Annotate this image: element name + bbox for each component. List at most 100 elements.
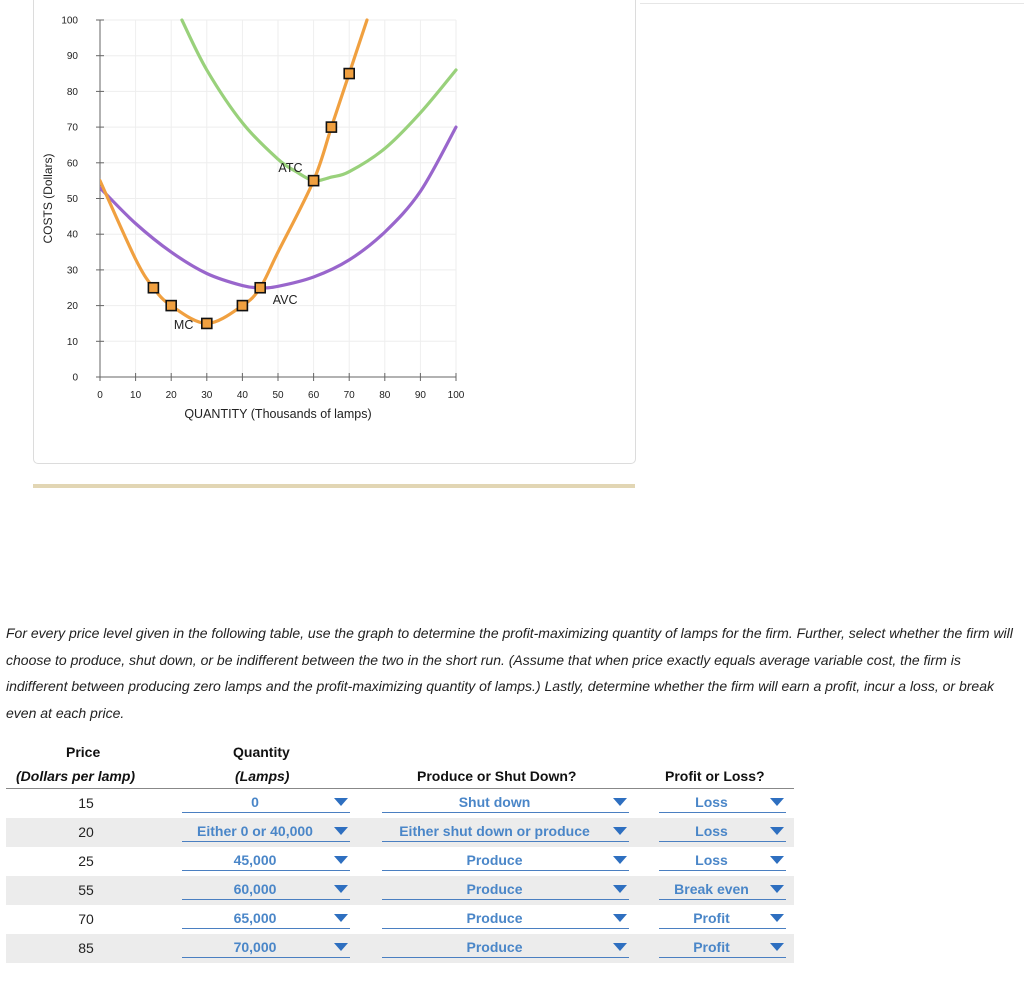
mc-point-marker[interactable] — [307, 174, 320, 187]
quantity-dropdown-value: 65,000 — [233, 910, 277, 926]
caret-down-icon[interactable] — [334, 885, 348, 893]
produce-dropdown[interactable]: Either shut down or produce — [382, 822, 629, 842]
caret-down-icon[interactable] — [770, 914, 784, 922]
caret-down-icon[interactable] — [334, 914, 348, 922]
x-tick-label: 90 — [415, 390, 427, 401]
price-cell: 15 — [78, 795, 94, 811]
quantity-header: Quantity — [233, 744, 290, 760]
x-tick-label: 0 — [97, 390, 103, 401]
profit-dropdown[interactable]: Profit — [659, 938, 786, 958]
produce-dropdown-value: Either shut down or produce — [399, 823, 590, 839]
price-cell: 85 — [78, 940, 94, 956]
caret-down-icon[interactable] — [613, 914, 627, 922]
y-tick-label: 20 — [67, 301, 79, 312]
produce-dropdown-value: Produce — [466, 881, 523, 897]
profit-dropdown[interactable]: Profit — [659, 909, 786, 929]
profit-dropdown[interactable]: Loss — [659, 851, 786, 871]
header-rule — [6, 788, 794, 789]
y-tick-label: 10 — [67, 337, 79, 348]
produce-dropdown[interactable]: Shut down — [382, 793, 629, 813]
profit-header: Profit or Loss? — [665, 768, 765, 784]
y-tick-label: 50 — [67, 194, 79, 205]
caret-down-icon[interactable] — [770, 798, 784, 806]
quantity-dropdown-value: 45,000 — [233, 852, 277, 868]
table-row: 25 45,000 Produce Loss — [6, 847, 794, 876]
caret-down-icon[interactable] — [613, 827, 627, 835]
caret-down-icon[interactable] — [770, 943, 784, 951]
produce-dropdown-value: Produce — [466, 939, 523, 955]
quantity-dropdown[interactable]: 45,000 — [182, 851, 350, 871]
caret-down-icon[interactable] — [334, 856, 348, 864]
y-tick-label: 90 — [67, 51, 79, 62]
quantity-dropdown[interactable]: Either 0 or 40,000 — [182, 822, 350, 842]
table-row: 70 65,000 Produce Profit — [6, 905, 794, 934]
y-tick-label: 0 — [72, 373, 78, 384]
x-tick-label: 60 — [308, 390, 320, 401]
atc-curve — [180, 18, 458, 183]
curve-label-mc: MC — [174, 318, 193, 332]
caret-down-icon[interactable] — [613, 856, 627, 864]
table-row: 20 Either 0 or 40,000 Either shut down or … — [6, 818, 794, 847]
quantity-dropdown[interactable]: 60,000 — [182, 880, 350, 900]
produce-dropdown-value: Produce — [466, 852, 523, 868]
produce-dropdown[interactable]: Produce — [382, 938, 629, 958]
mc-point-marker[interactable] — [165, 299, 177, 312]
profit-dropdown-value: Profit — [693, 939, 730, 955]
quantity-dropdown[interactable]: 70,000 — [182, 938, 350, 958]
x-tick-label: 10 — [130, 390, 142, 401]
quantity-dropdown-value: 0 — [251, 794, 259, 810]
top-rule — [640, 3, 1024, 4]
y-axis-label: COSTS (Dollars) — [41, 153, 55, 243]
caret-down-icon[interactable] — [613, 943, 627, 951]
price-header: Price — [66, 744, 101, 760]
graph-panel: 0 10 20 30 40 50 60 70 80 90 100 0 10 20 30 40 50 60 70 80 9… — [33, 0, 636, 464]
x-tick-label: 30 — [201, 390, 213, 401]
mc-point-marker[interactable] — [201, 317, 213, 330]
markers — [147, 67, 356, 330]
curve-label-avc: AVC — [273, 293, 298, 307]
profit-dropdown-value: Loss — [695, 852, 728, 868]
x-tick-label: 80 — [379, 390, 391, 401]
y-tick-label: 70 — [67, 123, 79, 134]
profit-dropdown[interactable]: Loss — [659, 822, 786, 842]
mc-point-marker[interactable] — [343, 67, 356, 80]
produce-dropdown[interactable]: Produce — [382, 909, 629, 929]
caret-down-icon[interactable] — [334, 798, 348, 806]
section-divider — [33, 484, 635, 488]
mc-point-marker[interactable] — [236, 299, 249, 312]
mc-point-marker[interactable] — [254, 281, 266, 294]
y-tick-label: 40 — [67, 230, 79, 241]
instructions-text: For every price level given in the follo… — [6, 625, 1013, 721]
y-tick-label: 60 — [67, 158, 79, 169]
caret-down-icon[interactable] — [613, 798, 627, 806]
produce-dropdown-value: Produce — [466, 910, 523, 926]
profit-dropdown-value: Profit — [693, 910, 730, 926]
produce-header: Produce or Shut Down? — [417, 768, 577, 784]
profit-dropdown[interactable]: Break even — [659, 880, 786, 900]
quantity-units-header: (Lamps) — [235, 768, 290, 784]
table-row: 55 60,000 Produce Break even — [6, 876, 794, 905]
x-tick-label: 50 — [272, 390, 284, 401]
caret-down-icon[interactable] — [770, 885, 784, 893]
curve-labels: ATC AVC MC — [174, 161, 303, 332]
quantity-dropdown[interactable]: 65,000 — [182, 909, 350, 929]
x-tick-label: 70 — [344, 390, 356, 401]
quantity-dropdown[interactable]: 0 — [182, 793, 350, 813]
produce-dropdown[interactable]: Produce — [382, 851, 629, 871]
x-tick-label: 40 — [237, 390, 249, 401]
caret-down-icon[interactable] — [770, 827, 784, 835]
produce-dropdown[interactable]: Produce — [382, 880, 629, 900]
caret-down-icon[interactable] — [770, 856, 784, 864]
caret-down-icon[interactable] — [334, 943, 348, 951]
mc-curve — [100, 18, 369, 326]
caret-down-icon[interactable] — [613, 885, 627, 893]
mc-point-marker[interactable] — [325, 121, 338, 133]
y-tick-label: 80 — [67, 87, 79, 98]
cost-curves-chart[interactable]: 0 10 20 30 40 50 60 70 80 90 100 0 10 20 30 40 50 60 70 80 9… — [34, 0, 635, 463]
caret-down-icon[interactable] — [334, 827, 348, 835]
quantity-dropdown-value: 60,000 — [233, 881, 277, 897]
avc-curve — [100, 125, 458, 290]
mc-point-marker[interactable] — [147, 281, 160, 294]
profit-dropdown[interactable]: Loss — [659, 793, 786, 813]
price-cell: 55 — [78, 882, 94, 898]
